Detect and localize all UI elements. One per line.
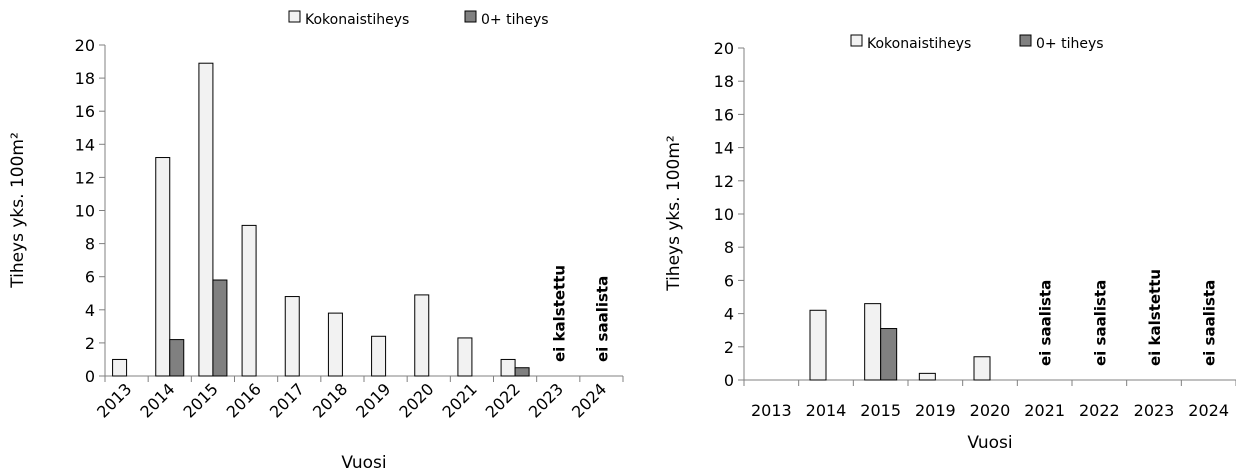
x-tick-label: 2017 [266,379,308,421]
x-tick-label: 2024 [1188,401,1229,420]
x-tick-label: 2023 [1134,401,1175,420]
x-tick-label: 2021 [1024,401,1065,420]
bar-kokonaistiheys [327,312,343,377]
y-axis-title: Tiheys yks. 100m² [8,132,28,289]
bar-kokonaistiheys [112,358,128,377]
x-tick-label: 2014 [806,401,847,420]
bar-0plus-tiheys [212,279,228,377]
x-tick-label: 2023 [525,379,567,421]
bar-kokonaistiheys [155,157,171,377]
y-tick-label: 10 [714,205,734,224]
y-tick-label: 12 [714,172,734,191]
x-tick-label: 2024 [568,379,610,421]
y-tick-label: 18 [714,72,734,91]
x-tick-label: 2021 [439,379,481,421]
y-tick-label: 16 [75,102,95,121]
y-tick-label: 6 [724,271,734,290]
y-tick-label: 10 [75,202,95,221]
legend-label: Kokonaistiheys [305,12,409,28]
y-tick-label: 12 [75,168,95,187]
annotation-label: ei saalista [593,276,611,362]
bar-kokonaistiheys [809,309,827,381]
y-tick-label: 14 [714,139,734,158]
bar-kokonaistiheys [414,294,430,377]
y-tick-label: 0 [724,371,734,390]
legend-label: 0+ tiheys [1036,36,1104,52]
y-tick-label: 8 [724,238,734,257]
x-tick-label: 2020 [970,401,1011,420]
bar-kokonaistiheys [371,335,387,377]
y-tick-label: 16 [714,105,734,124]
chart-right: 0 2 4 6 8 10 12 14 16 18 20 2013 2014 2015 2019 2020 202… [664,34,1236,453]
x-tick-label: 2015 [860,401,901,420]
x-tick-label: 2019 [352,379,394,421]
y-tick-label: 2 [724,338,734,357]
legend-swatch [288,10,301,23]
x-tick-label: 2013 [751,401,792,420]
legend-swatch [1019,34,1032,47]
y-tick-label: 8 [85,235,95,254]
y-tick-label: 14 [75,135,95,154]
bar-kokonaistiheys [500,358,516,377]
bar-kokonaistiheys [198,62,214,377]
annotation-label: ei saalista [1091,280,1109,366]
y-tick-label: 2 [85,334,95,353]
x-tick-label: 2019 [915,401,956,420]
bar-kokonaistiheys [918,372,936,381]
legend-swatch [464,10,477,23]
bar-kokonaistiheys [973,356,991,381]
x-tick-label: 2022 [1079,401,1120,420]
annotation-label: ei kalstettu [1146,269,1164,366]
legend-label: Kokonaistiheys [867,36,971,52]
bar-0plus-tiheys [514,367,530,377]
bar-kokonaistiheys [864,303,882,381]
x-tick-label: 2020 [395,379,437,421]
x-tick-label: 2018 [309,379,351,421]
annotation-label: ei kalstettu [550,265,568,362]
bar-0plus-tiheys [880,328,898,381]
y-tick-label: 20 [75,36,95,55]
x-tick-label: 2015 [180,379,222,421]
annotation-label: ei saalista [1201,280,1219,366]
bar-0plus-tiheys [169,339,185,377]
x-tick-label: 2014 [136,379,178,421]
x-tick-label: 2016 [223,379,265,421]
y-tick-label: 0 [85,367,95,386]
legend-swatch [850,34,863,47]
x-tick-label: 2022 [482,379,524,421]
x-axis-title: Vuosi [967,433,1012,453]
x-tick-label: 2013 [93,379,135,421]
bar-kokonaistiheys [457,337,473,377]
annotation-label: ei saalista [1037,280,1055,366]
legend-label: 0+ tiheys [481,12,549,28]
y-tick-label: 20 [714,39,734,58]
x-axis-title: Vuosi [341,453,386,472]
y-tick-label: 4 [724,305,734,324]
y-axis-title: Tiheys yks. 100m² [664,135,684,292]
y-tick-label: 18 [75,69,95,88]
bar-kokonaistiheys [241,224,257,377]
y-tick-label: 4 [85,301,95,320]
bar-kokonaistiheys [284,296,300,377]
y-tick-label: 6 [85,268,95,287]
